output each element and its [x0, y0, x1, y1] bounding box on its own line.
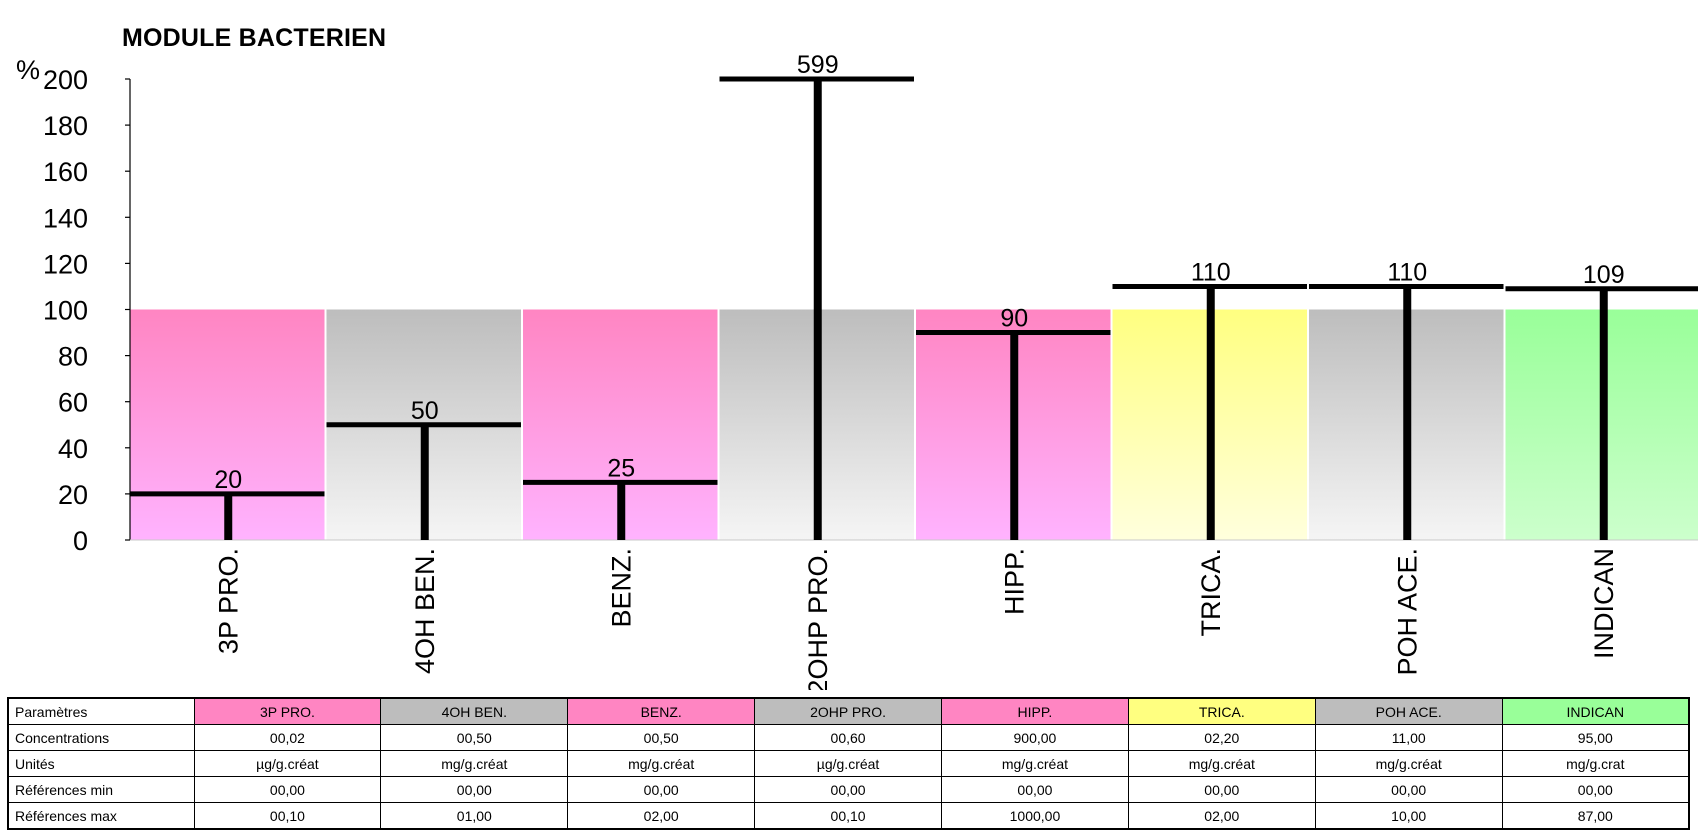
column-header: 3P PRO. — [193, 697, 382, 725]
x-tick-label: 2OHP PRO. — [803, 548, 833, 690]
y-axis-unit: % — [16, 55, 40, 85]
data-label: 20 — [214, 466, 242, 494]
table-cell: mg/g.créat — [1127, 750, 1316, 777]
data-label: 110 — [1387, 258, 1427, 286]
x-tick-label: INDICAN — [1589, 548, 1619, 659]
row-label: Paramètres — [7, 697, 195, 725]
data-label: 110 — [1191, 258, 1231, 286]
table-cell: mg/g.crat — [1501, 750, 1690, 777]
y-tick-label: 40 — [58, 434, 88, 464]
table-cell: 900,00 — [941, 724, 1129, 751]
y-axis: 0 20 40 60 80 100 120 140 160 180 200% — [16, 55, 1698, 556]
data-label: 599 — [797, 51, 839, 79]
concentrations-row: Concentrations 00,02 00,50 00,50 00,60 900,00… — [7, 724, 1690, 751]
table-cell: 00,00 — [193, 776, 382, 803]
x-axis-labels: 3P PRO. 4OH BEN. BENZ. 2OHP PRO. HIPP. TRICA.… — [213, 548, 1619, 690]
column-header: BENZ. — [567, 697, 756, 725]
data-label: 50 — [411, 397, 439, 425]
y-tick-label: 120 — [43, 249, 88, 279]
row-label: Références min — [7, 776, 195, 803]
data-label: 90 — [1000, 305, 1028, 333]
table-cell: 02,20 — [1127, 724, 1316, 751]
y-tick-label: 60 — [58, 388, 88, 418]
row-label: Unités — [7, 750, 195, 777]
table-cell: 00,00 — [1127, 776, 1316, 803]
parameters-row: Paramètres 3P PRO. 4OH BEN. BENZ. 2OHP PRO. H… — [7, 697, 1690, 725]
table-cell: 02,00 — [1127, 802, 1316, 830]
table-cell: µg/g.créat — [193, 750, 382, 777]
y-tick-label: 100 — [43, 296, 88, 326]
table-cell: 00,00 — [1314, 776, 1503, 803]
row-label: Concentrations — [7, 724, 195, 751]
table-cell: 00,00 — [941, 776, 1129, 803]
table-cell: µg/g.créat — [754, 750, 942, 777]
table-cell: 11,00 — [1314, 724, 1503, 751]
y-tick-label: 160 — [43, 157, 88, 187]
y-tick-label: 180 — [43, 111, 88, 141]
column-header: HIPP. — [941, 697, 1129, 725]
y-tick-label: 200 — [43, 65, 88, 95]
table-cell: 00,00 — [567, 776, 756, 803]
table-cell: 00,00 — [380, 776, 569, 803]
table-cell: 1000,00 — [941, 802, 1129, 830]
table-cell: 01,00 — [380, 802, 569, 830]
table-cell: 00,50 — [380, 724, 569, 751]
x-tick-label: 3P PRO. — [213, 548, 243, 654]
table-cell: 00,00 — [1501, 776, 1690, 803]
table-cell: 02,00 — [567, 802, 756, 830]
table-cell: 10,00 — [1314, 802, 1503, 830]
bar-chart: 0 20 40 60 80 100 120 140 160 180 200% 20 50 25 599 90… — [16, 51, 1698, 690]
column-header: 4OH BEN. — [380, 697, 569, 725]
ref-max-row: Références max 00,10 01,00 02,00 00,10 1000,0… — [7, 802, 1690, 830]
ref-min-row: Références min 00,00 00,00 00,00 00,00 00,00 0… — [7, 776, 1690, 803]
column-header: 2OHP PRO. — [754, 697, 942, 725]
table-cell: 87,00 — [1501, 802, 1690, 830]
data-label: 109 — [1583, 261, 1625, 289]
table-cell: mg/g.créat — [941, 750, 1129, 777]
table-cell: 00,00 — [754, 776, 942, 803]
units-row: Unités µg/g.créat mg/g.créat mg/g.créat µg/g… — [7, 750, 1690, 777]
x-tick-label: 4OH BEN. — [410, 548, 440, 674]
y-tick-label: 0 — [73, 526, 88, 556]
value-markers: 20 50 25 599 90 110 110 109 — [130, 51, 1698, 540]
table-cell: mg/g.créat — [567, 750, 756, 777]
table-cell: 95,00 — [1501, 724, 1690, 751]
x-tick-label: POH ACE. — [1392, 548, 1422, 676]
table-cell: 00,02 — [193, 724, 382, 751]
table-cell: mg/g.créat — [1314, 750, 1503, 777]
table-cell: 00,10 — [754, 802, 942, 830]
column-header: POH ACE. — [1314, 697, 1503, 725]
x-tick-label: TRICA. — [1196, 548, 1226, 637]
y-tick-label: 140 — [43, 203, 88, 233]
table-cell: 00,60 — [754, 724, 942, 751]
chart-title: MODULE BACTERIEN — [122, 24, 387, 52]
table-cell: 00,50 — [567, 724, 756, 751]
table-cell: mg/g.créat — [380, 750, 569, 777]
x-tick-label: HIPP. — [999, 548, 1029, 615]
table-cell: 00,10 — [193, 802, 382, 830]
y-tick-label: 80 — [58, 342, 88, 372]
column-header: TRICA. — [1127, 697, 1316, 725]
y-tick-label: 20 — [58, 480, 88, 510]
x-tick-label: BENZ. — [606, 548, 636, 628]
data-label: 25 — [607, 454, 635, 482]
results-table: Paramètres 3P PRO. 4OH BEN. BENZ. 2OHP PRO. H… — [7, 697, 1690, 830]
column-header: INDICAN — [1501, 697, 1690, 725]
row-label: Références max — [7, 802, 195, 830]
